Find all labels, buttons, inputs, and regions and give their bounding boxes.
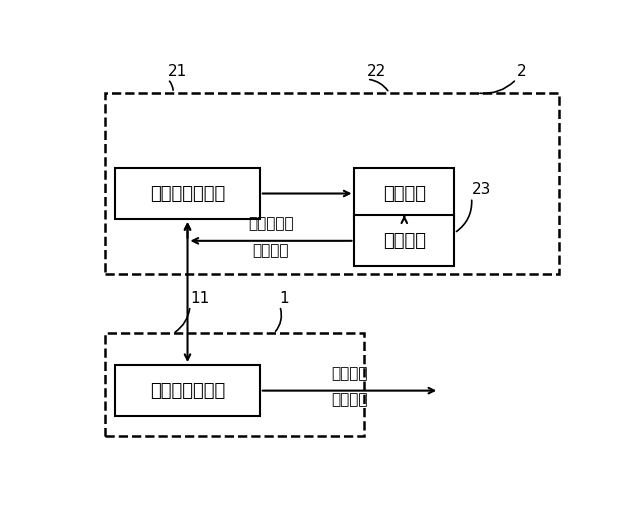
Text: 负载电阻: 负载电阻	[331, 366, 368, 381]
Text: 1: 1	[280, 291, 289, 306]
Bar	[115, 168, 260, 219]
Text: 2: 2	[516, 64, 526, 79]
Text: 第二开关管单元: 第二开关管单元	[150, 184, 225, 203]
Text: 22: 22	[367, 64, 386, 79]
Text: 11: 11	[190, 291, 209, 306]
Text: 21: 21	[168, 64, 187, 79]
Bar	[354, 168, 454, 219]
Text: 偏置电压: 偏置电压	[253, 243, 289, 258]
Text: 尾电流电路: 尾电流电路	[248, 216, 294, 231]
Bar	[115, 365, 260, 416]
Text: 偏置电压: 偏置电压	[331, 393, 368, 408]
Text: 滤波单元: 滤波单元	[383, 232, 426, 250]
Text: 放大单元: 放大单元	[383, 184, 426, 203]
Text: 第一开关管单元: 第一开关管单元	[150, 381, 225, 400]
Text: 23: 23	[471, 182, 491, 198]
Bar	[354, 215, 454, 266]
